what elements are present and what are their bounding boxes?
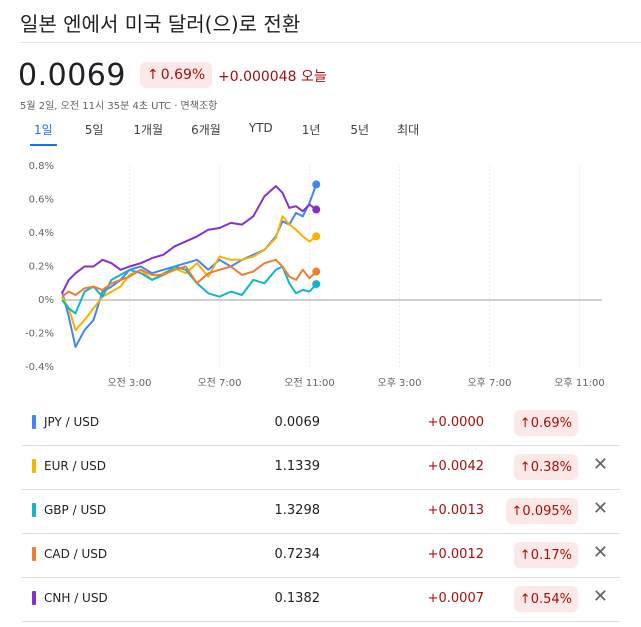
abs-change: +0.000048 오늘: [218, 69, 327, 85]
exchange-rate: 1.1339: [274, 459, 321, 474]
pct-change-value: 0.69%: [160, 67, 206, 83]
exchange-rate: 0.7234: [274, 547, 321, 562]
rate-change: +0.0013: [427, 503, 484, 518]
series-line: [61, 184, 318, 348]
currency-pair: CNH / USD: [44, 591, 108, 605]
up-arrow-icon: ↑: [147, 67, 159, 83]
pct-change-badge: ↑ 0.69%: [513, 410, 578, 436]
table-row[interactable]: GBP / USD 1.3298 +0.0013 ↑ 0.095% ✕: [22, 489, 620, 534]
y-tick-label: 0.4%: [29, 228, 54, 239]
tab-6m[interactable]: 6개월: [191, 123, 221, 137]
series-line: [61, 258, 318, 298]
exchange-rate: 0.0069: [274, 415, 321, 430]
table-row[interactable]: CAD / USD 0.7234 +0.0012 ↑ 0.17% ✕: [22, 533, 620, 578]
range-tabs: 1일 5일 1개월 6개월 YTD 1년 5년 최대: [22, 121, 419, 146]
series-color-swatch: [32, 591, 36, 605]
y-tick-label: -0.4%: [25, 362, 54, 373]
pct-change-value: 0.095%: [522, 503, 572, 519]
x-tick-label: 오후 7:00: [467, 377, 511, 389]
tab-1m[interactable]: 1개월: [133, 123, 164, 137]
pct-change-badge: ↑ 0.17%: [513, 542, 578, 568]
tab-ytd[interactable]: YTD: [248, 121, 273, 135]
up-arrow-icon: ↑: [511, 503, 523, 519]
exchange-rate: 0.1382: [274, 591, 321, 606]
series-end-dot: [312, 280, 321, 289]
page-title: 일본 엔에서 미국 달러(으)로 전환: [20, 12, 301, 36]
series-end-dot: [312, 267, 321, 276]
table-row[interactable]: CNH / USD 0.1382 +0.0007 ↑ 0.54% ✕: [22, 577, 620, 622]
tab-max[interactable]: 최대: [397, 123, 420, 137]
x-tick-label: 오후 11:00: [554, 377, 604, 389]
exchange-rate: 1.3298: [274, 503, 321, 518]
pct-change-value: 0.69%: [530, 415, 572, 431]
y-tick-label: 0.6%: [29, 195, 54, 206]
series-end-dot: [312, 205, 321, 214]
up-arrow-icon: ↑: [519, 591, 531, 607]
series-color-swatch: [32, 503, 36, 517]
up-arrow-icon: ↑: [519, 459, 531, 475]
series-line: [61, 185, 317, 294]
pct-change-value: 0.17%: [530, 547, 572, 563]
currency-chart[interactable]: 0.8% 0.6% 0.4% 0.2% 0% -0.2% -0.4% 오전 3:00 오전 7:…: [0, 150, 620, 395]
series-end-dot: [312, 180, 321, 189]
y-tick-label: 0.8%: [29, 161, 54, 172]
series-end-dot: [312, 232, 321, 241]
rate-change: +0.0042: [427, 459, 484, 474]
pct-change-value: 0.38%: [530, 459, 572, 475]
timestamp: 5월 2일, 오전 11시 35분 4초 UTC · 면책조항: [20, 101, 218, 112]
currency-pair: EUR / USD: [44, 459, 107, 473]
series-color-swatch: [32, 547, 36, 561]
y-tick-label: 0%: [38, 295, 54, 306]
currency-pair: JPY / USD: [44, 415, 100, 429]
series-line: [61, 215, 317, 332]
x-tick-label: 오전 3:00: [107, 377, 151, 389]
tab-1d[interactable]: 1일: [30, 121, 57, 146]
x-tick-label: 오전 11:00: [284, 377, 334, 389]
tab-1y[interactable]: 1년: [301, 123, 321, 137]
x-tick-label: 오후 3:00: [377, 377, 421, 389]
close-icon[interactable]: ✕: [592, 586, 608, 607]
tab-5d[interactable]: 5일: [84, 123, 104, 137]
series-color-swatch: [32, 459, 36, 473]
pct-change-badge: ↑ 0.095%: [505, 498, 578, 524]
close-icon[interactable]: ✕: [592, 454, 608, 475]
rate-change: +0.0007: [427, 591, 484, 606]
currency-pair: GBP / USD: [44, 503, 107, 517]
pct-change-badge: ↑ 0.38%: [513, 454, 578, 480]
table-row[interactable]: EUR / USD 1.1339 +0.0042 ↑ 0.38% ✕: [22, 445, 620, 490]
tab-5y[interactable]: 5년: [350, 123, 370, 137]
y-tick-label: 0.2%: [29, 262, 54, 273]
close-icon[interactable]: ✕: [592, 498, 608, 519]
x-tick-label: 오전 7:00: [197, 377, 241, 389]
header-divider: [20, 42, 641, 43]
up-arrow-icon: ↑: [519, 415, 531, 431]
y-tick-label: -0.2%: [25, 329, 54, 340]
rate-change: +0.0000: [427, 415, 484, 430]
pct-change-badge: ↑ 0.69%: [140, 62, 213, 88]
pct-change-value: 0.54%: [530, 591, 572, 607]
series-color-swatch: [32, 415, 36, 429]
close-icon[interactable]: ✕: [592, 542, 608, 563]
pct-change-badge: ↑ 0.54%: [513, 586, 578, 612]
current-price: 0.0069: [18, 58, 126, 93]
rate-change: +0.0012: [427, 547, 484, 562]
currency-pair: CAD / USD: [44, 547, 108, 561]
up-arrow-icon: ↑: [519, 547, 531, 563]
table-row[interactable]: JPY / USD 0.0069 +0.0000 ↑ 0.69%: [22, 401, 620, 446]
